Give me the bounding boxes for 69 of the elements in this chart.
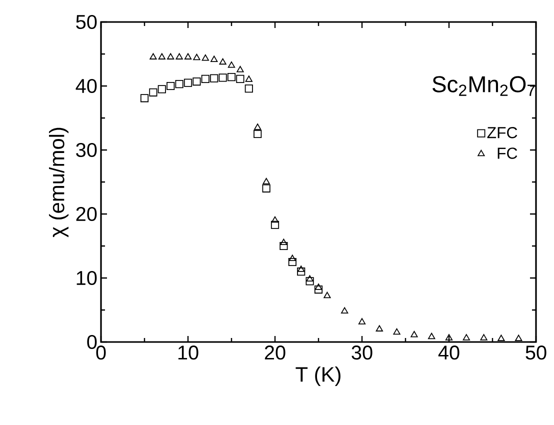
point [306,277,314,286]
point [158,85,166,94]
point [288,254,296,262]
point [218,74,227,82]
point [462,334,470,340]
point [376,325,383,332]
point [393,328,400,335]
legend-label: ZFC [487,126,518,138]
y-tick-label: 20 [76,206,97,222]
point [270,220,280,229]
point [244,84,253,93]
point [515,334,522,342]
x-tick-label: 0 [96,346,106,360]
x-tick-label: 50 [526,346,546,360]
point [498,334,505,342]
y-tick-label: 10 [76,270,97,286]
point [192,77,201,86]
point [193,54,200,60]
point [227,72,236,82]
point [297,268,306,276]
point [288,258,296,266]
point [314,284,322,290]
point [280,238,288,246]
point [158,53,166,60]
point [201,74,210,84]
point [314,285,323,294]
point [184,53,192,60]
point [167,53,174,60]
x-tick-label: 10 [178,346,198,360]
point [150,53,157,60]
point [210,56,218,62]
point [202,54,209,61]
point [262,178,270,184]
point [184,78,192,87]
point [280,242,288,250]
point [149,88,158,96]
point [228,61,236,68]
point [140,94,149,102]
point [219,58,226,65]
point [166,82,175,90]
point [298,266,305,272]
point [324,292,331,298]
point [262,184,270,192]
y-tick-label: 50 [76,14,97,30]
point [210,74,218,82]
point [271,216,279,223]
x-tick-label: 30 [352,346,372,360]
y-tick-label: 30 [76,142,97,158]
y-tick-label: 0 [87,334,97,350]
y-tick-label: 40 [76,78,97,94]
point [245,76,252,82]
point [306,275,314,282]
x-tick-label: 20 [264,346,286,360]
x-tick-label: 40 [438,346,460,360]
point [254,130,262,138]
point [236,74,244,84]
point [254,124,262,130]
point [410,330,418,338]
point [341,307,348,314]
point [480,334,488,340]
x-axis-title: T (K) [296,366,340,386]
point [358,318,366,324]
point [175,80,184,88]
point [428,332,436,340]
point [445,334,453,340]
legend-label: FC [498,148,518,159]
y-axis-title: χ (emu/mol) [48,128,68,238]
point [236,66,244,72]
point [176,53,183,60]
